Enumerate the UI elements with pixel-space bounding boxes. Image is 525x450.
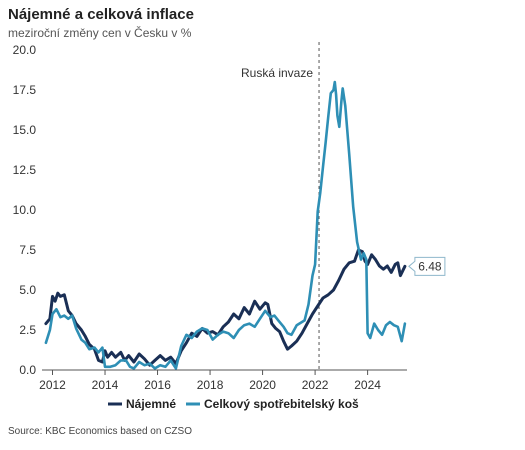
x-tick-label: 2012	[39, 378, 66, 392]
y-tick-label: 15.0	[13, 123, 37, 137]
legend-label: Celkový spotřebitelský koš	[204, 397, 359, 411]
value-callout-box	[408, 256, 446, 276]
y-tick-label: 2.5	[19, 323, 36, 337]
x-tick-label: 2020	[249, 378, 276, 392]
y-tick-label: 7.5	[19, 243, 36, 257]
series-line-najemne	[44, 248, 407, 367]
x-tick-label: 2018	[197, 378, 224, 392]
x-tick-label: 2016	[144, 378, 171, 392]
y-tick-label: 5.0	[19, 283, 36, 297]
source-note: Source: KBC Economics based on CZSO	[8, 426, 192, 437]
y-tick-label: 17.5	[13, 83, 37, 97]
x-tick-label: 2024	[354, 378, 381, 392]
chart-title: Nájemné a celková inflace	[8, 6, 194, 23]
line-chart: 0.0 2.5 5.0 7.5 10.0 12.5 15.0 17.5 20.0 2012 2014…	[13, 42, 446, 411]
y-tick-label: 20.0	[13, 43, 37, 57]
chart-subtitle: meziroční změny cen v Česku v %	[8, 26, 192, 40]
legend-label: Nájemné	[126, 397, 176, 411]
series-line-celkovy-kos	[44, 80, 407, 370]
y-tick-label: 0.0	[19, 363, 36, 377]
x-tick-label: 2022	[302, 378, 329, 392]
value-callout-label: 6.48	[418, 259, 442, 273]
invasion-label: Ruská invaze	[241, 66, 313, 80]
y-tick-label: 10.0	[13, 203, 37, 217]
x-tick-label: 2014	[92, 378, 119, 392]
y-tick-label: 12.5	[13, 163, 37, 177]
